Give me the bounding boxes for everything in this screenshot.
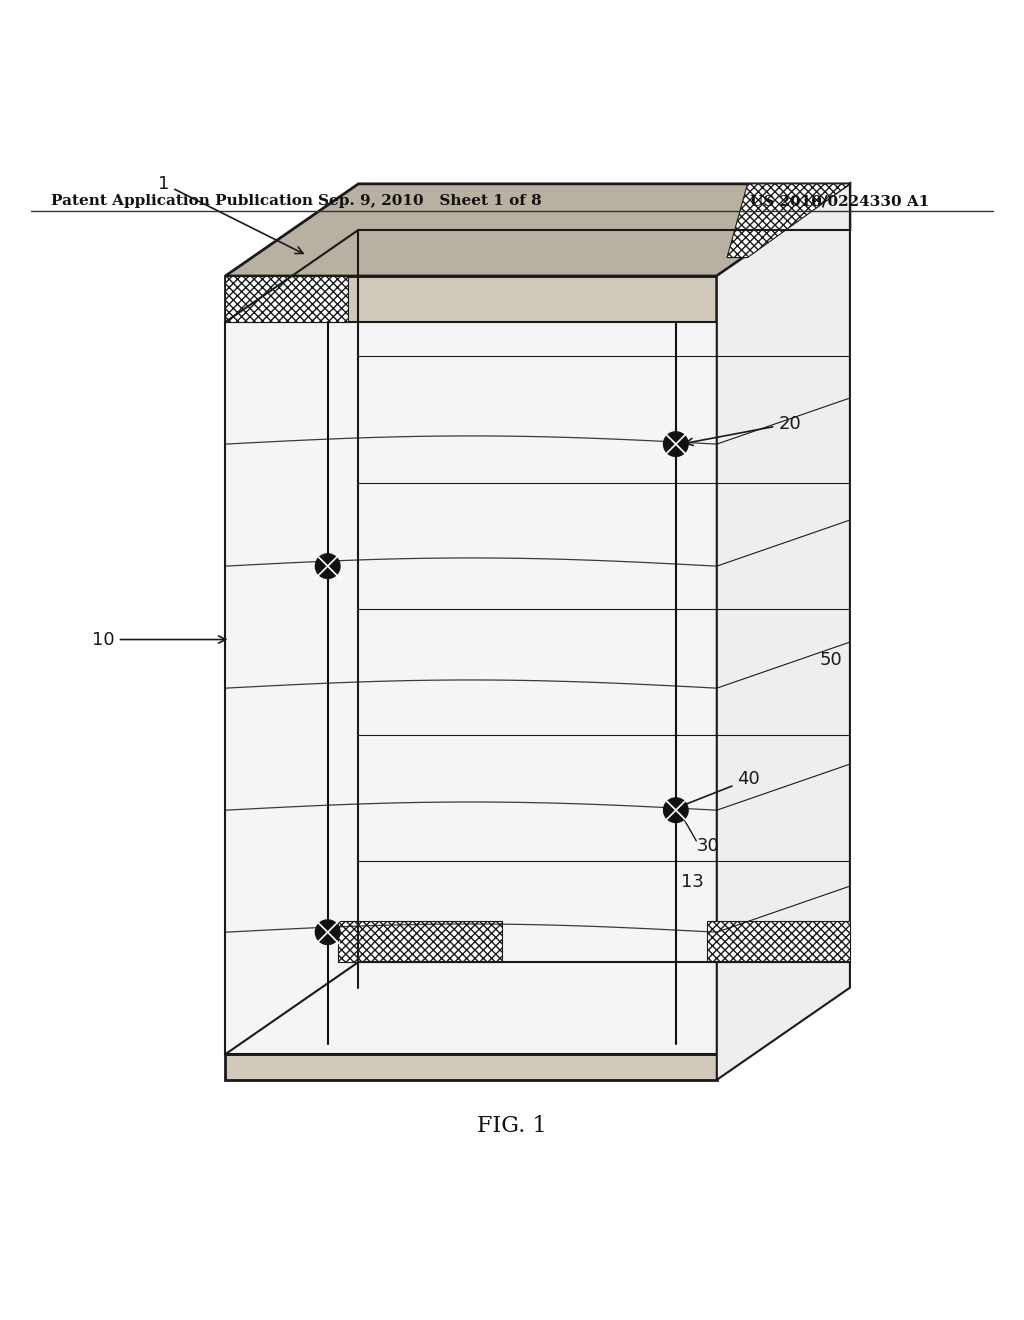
Circle shape <box>315 554 340 578</box>
Polygon shape <box>225 183 850 276</box>
Text: Sep. 9, 2010   Sheet 1 of 8: Sep. 9, 2010 Sheet 1 of 8 <box>318 194 542 209</box>
Polygon shape <box>707 921 850 962</box>
Text: 13: 13 <box>681 873 703 891</box>
Text: 1: 1 <box>158 174 303 253</box>
Polygon shape <box>717 183 850 322</box>
Text: 30: 30 <box>696 837 719 855</box>
Polygon shape <box>225 276 717 322</box>
Polygon shape <box>225 322 717 1055</box>
Text: 20: 20 <box>685 414 801 445</box>
Text: FIG. 1: FIG. 1 <box>477 1115 547 1137</box>
Polygon shape <box>225 276 348 322</box>
Polygon shape <box>717 183 850 1080</box>
Text: 10: 10 <box>92 631 225 648</box>
Text: 40: 40 <box>675 771 760 809</box>
Circle shape <box>664 432 688 457</box>
Polygon shape <box>727 183 850 257</box>
Text: Patent Application Publication: Patent Application Publication <box>51 194 313 209</box>
Polygon shape <box>225 962 850 1055</box>
Polygon shape <box>225 1055 717 1080</box>
Text: US 2010/0224330 A1: US 2010/0224330 A1 <box>750 194 930 209</box>
Circle shape <box>664 797 688 822</box>
Text: 50: 50 <box>819 651 842 669</box>
Polygon shape <box>338 921 502 962</box>
Circle shape <box>315 920 340 945</box>
